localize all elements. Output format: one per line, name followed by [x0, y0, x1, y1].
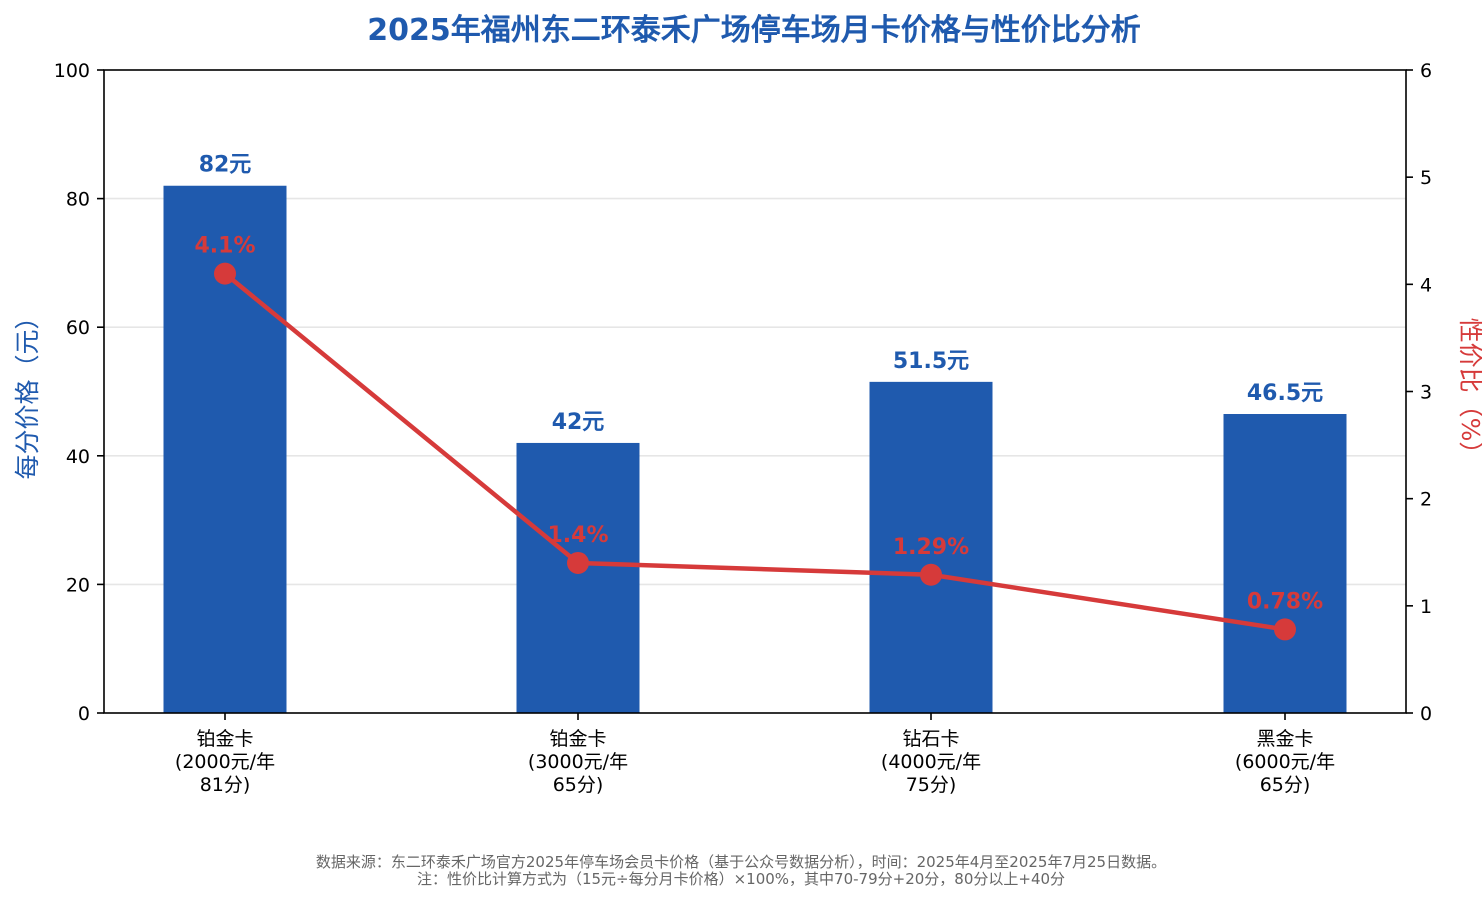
line-point: [1274, 618, 1296, 641]
line-value-label: 0.78%: [1247, 589, 1323, 614]
bar-value-label: 42元: [552, 410, 605, 435]
x-tick-label-line3: 65分): [1260, 774, 1311, 796]
x-axis: 铂金卡(2000元/年81分)铂金卡(3000元/年65分)钻石卡(4000元/…: [175, 713, 1335, 796]
y-tick-label-left: 100: [54, 60, 90, 82]
x-tick-label-line2: (6000元/年: [1235, 751, 1335, 773]
x-tick-label-line2: (2000元/年: [175, 751, 275, 773]
bar-value-label: 46.5元: [1247, 381, 1323, 406]
x-tick-label-line1: 铂金卡: [549, 728, 606, 750]
y-tick-label-right: 6: [1420, 60, 1432, 82]
x-tick-label-line3: 65分): [553, 774, 604, 796]
line-point: [567, 551, 589, 574]
bar-value-label: 82元: [199, 153, 252, 178]
bar: [516, 442, 640, 713]
x-tick-label-line1: 黑金卡: [1256, 728, 1313, 750]
x-tick-label-line2: (4000元/年: [881, 751, 981, 773]
y-tick-label-left: 80: [66, 189, 90, 211]
y-tick-label-left: 0: [78, 703, 90, 725]
y-tick-label-right: 1: [1420, 596, 1432, 618]
y-tick-label-right: 0: [1420, 703, 1432, 725]
line-value-label: 1.4%: [547, 523, 608, 548]
left-axis: 0 20 40 60 80 100: [54, 60, 104, 725]
x-tick-label-line3: 75分): [906, 774, 957, 796]
footnote-source: 数据来源：东二环泰禾广场官方2025年停车场会员卡价格（基于公众号数据分析），时…: [316, 853, 1166, 871]
y-axis-label-right: 性价比（%）: [1456, 318, 1482, 467]
bar-value-label: 51.5元: [893, 349, 969, 374]
y-tick-label-right: 2: [1420, 489, 1432, 511]
chart-title: 2025年福州东二环泰禾广场停车场月卡价格与性价比分析: [367, 13, 1141, 48]
bar: [869, 381, 993, 713]
y-axis-label-left: 每分价格（元）: [13, 304, 42, 479]
line-point: [920, 563, 942, 586]
y-tick-label-right: 4: [1420, 274, 1432, 296]
x-tick-label-line3: 81分): [200, 774, 251, 796]
line-series: 4.1% 1.4% 1.29% 0.78%: [194, 234, 1323, 641]
x-tick-label-line2: (3000元/年: [528, 751, 628, 773]
y-tick-label-right: 3: [1420, 382, 1432, 404]
line-value-label: 4.1%: [194, 234, 255, 259]
y-tick-label-left: 60: [66, 317, 90, 339]
y-tick-label-left: 40: [66, 446, 90, 468]
y-tick-label-left: 20: [66, 574, 90, 596]
bars: 82元 42元 51.5元 46.5元: [163, 153, 1347, 714]
x-tick-label-line1: 铂金卡: [196, 728, 253, 750]
y-tick-label-right: 5: [1420, 167, 1432, 189]
line-point: [214, 262, 236, 285]
grid: [104, 197, 1406, 586]
line-path: [223, 271, 1286, 632]
line-value-label: 1.29%: [893, 535, 969, 560]
x-tick-label-line1: 钻石卡: [902, 728, 959, 750]
right-axis: 0 1 2 3 4 5 6: [1406, 60, 1432, 725]
bar: [1223, 414, 1347, 713]
footnote-note: 注：性价比计算方式为（15元÷每分月卡价格）×100%，其中70-79分+20分…: [417, 870, 1065, 888]
